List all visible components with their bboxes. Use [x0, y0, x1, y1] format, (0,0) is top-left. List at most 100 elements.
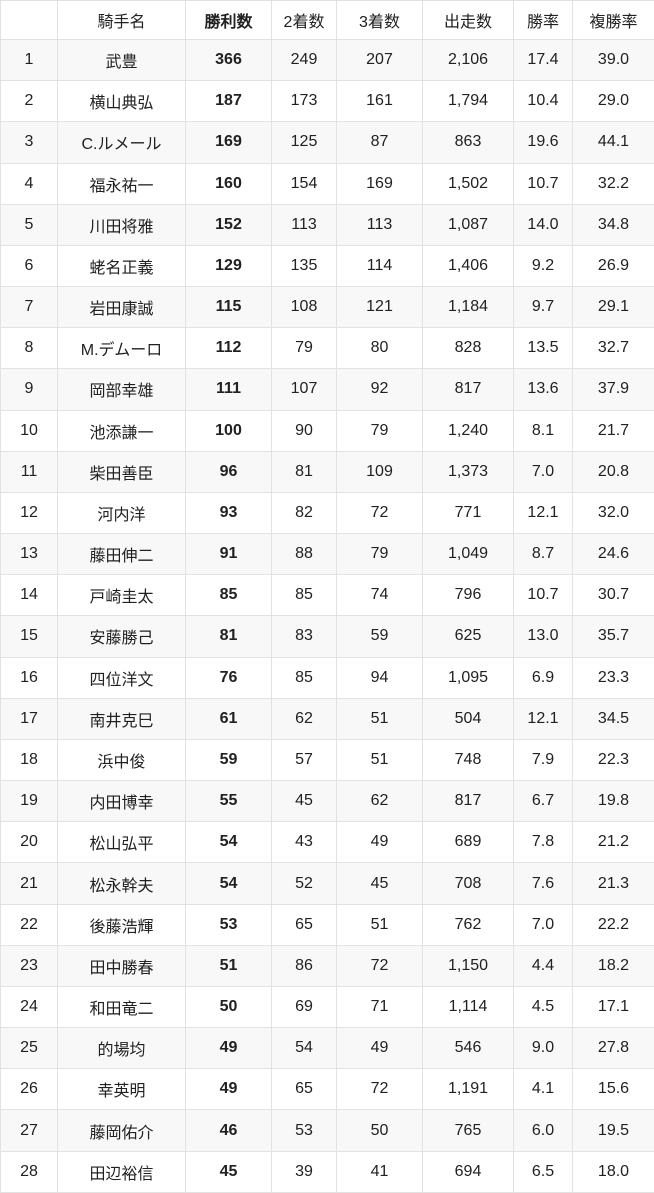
third_places-cell: 62 [337, 781, 423, 822]
win_rate-cell: 7.9 [514, 739, 573, 780]
starts-cell: 863 [423, 122, 514, 163]
wins-cell: 61 [186, 698, 272, 739]
third_places-cell: 51 [337, 698, 423, 739]
place_rate-cell: 17.1 [573, 986, 654, 1027]
starts-cell: 1,794 [423, 81, 514, 122]
win_rate-cell: 6.5 [514, 1151, 573, 1192]
win_rate-cell: 4.5 [514, 986, 573, 1027]
win_rate-cell: 10.7 [514, 575, 573, 616]
place_rate-cell: 20.8 [573, 451, 654, 492]
win_rate-cell: 10.7 [514, 163, 573, 204]
second_places-cell: 113 [272, 204, 337, 245]
wins-cell: 81 [186, 616, 272, 657]
second_places-cell: 81 [272, 451, 337, 492]
wins-cell: 187 [186, 81, 272, 122]
column-header-place_rate: 複勝率 [573, 1, 654, 40]
place_rate-cell: 21.7 [573, 410, 654, 451]
place_rate-cell: 22.2 [573, 904, 654, 945]
starts-cell: 546 [423, 1028, 514, 1069]
rank-cell: 4 [1, 163, 58, 204]
column-header-rank [1, 1, 58, 40]
win_rate-cell: 9.7 [514, 287, 573, 328]
second_places-cell: 125 [272, 122, 337, 163]
rank-cell: 17 [1, 698, 58, 739]
name-cell: 南井克巳 [58, 698, 186, 739]
win_rate-cell: 17.4 [514, 40, 573, 81]
rank-cell: 3 [1, 122, 58, 163]
place_rate-cell: 23.3 [573, 657, 654, 698]
place_rate-cell: 19.5 [573, 1110, 654, 1151]
name-cell: 藤岡佑介 [58, 1110, 186, 1151]
name-cell: 岡部幸雄 [58, 369, 186, 410]
second_places-cell: 249 [272, 40, 337, 81]
second_places-cell: 135 [272, 245, 337, 286]
starts-cell: 771 [423, 492, 514, 533]
rank-cell: 26 [1, 1069, 58, 1110]
win_rate-cell: 9.2 [514, 245, 573, 286]
name-cell: 川田将雅 [58, 204, 186, 245]
third_places-cell: 45 [337, 863, 423, 904]
win_rate-cell: 12.1 [514, 698, 573, 739]
rank-cell: 1 [1, 40, 58, 81]
name-cell: 福永祐一 [58, 163, 186, 204]
rank-cell: 6 [1, 245, 58, 286]
second_places-cell: 85 [272, 575, 337, 616]
second_places-cell: 69 [272, 986, 337, 1027]
rank-cell: 25 [1, 1028, 58, 1069]
rank-cell: 5 [1, 204, 58, 245]
column-header-win_rate: 勝率 [514, 1, 573, 40]
name-cell: 武豊 [58, 40, 186, 81]
win_rate-cell: 7.8 [514, 822, 573, 863]
third_places-cell: 79 [337, 534, 423, 575]
starts-cell: 1,191 [423, 1069, 514, 1110]
rank-cell: 23 [1, 945, 58, 986]
name-cell: 後藤浩輝 [58, 904, 186, 945]
starts-cell: 504 [423, 698, 514, 739]
rank-cell: 20 [1, 822, 58, 863]
starts-cell: 1,095 [423, 657, 514, 698]
win_rate-cell: 6.7 [514, 781, 573, 822]
rank-cell: 24 [1, 986, 58, 1027]
wins-cell: 59 [186, 739, 272, 780]
second_places-cell: 43 [272, 822, 337, 863]
wins-cell: 111 [186, 369, 272, 410]
second_places-cell: 83 [272, 616, 337, 657]
wins-cell: 160 [186, 163, 272, 204]
starts-cell: 762 [423, 904, 514, 945]
starts-cell: 1,184 [423, 287, 514, 328]
win_rate-cell: 12.1 [514, 492, 573, 533]
win_rate-cell: 4.1 [514, 1069, 573, 1110]
name-cell: 安藤勝己 [58, 616, 186, 657]
place_rate-cell: 21.2 [573, 822, 654, 863]
win_rate-cell: 6.0 [514, 1110, 573, 1151]
starts-cell: 1,240 [423, 410, 514, 451]
third_places-cell: 161 [337, 81, 423, 122]
second_places-cell: 45 [272, 781, 337, 822]
wins-cell: 100 [186, 410, 272, 451]
place_rate-cell: 29.0 [573, 81, 654, 122]
wins-cell: 96 [186, 451, 272, 492]
third_places-cell: 109 [337, 451, 423, 492]
second_places-cell: 85 [272, 657, 337, 698]
starts-cell: 1,373 [423, 451, 514, 492]
starts-cell: 817 [423, 781, 514, 822]
win_rate-cell: 8.1 [514, 410, 573, 451]
rank-cell: 9 [1, 369, 58, 410]
name-cell: 田辺裕信 [58, 1151, 186, 1192]
rank-cell: 21 [1, 863, 58, 904]
win_rate-cell: 8.7 [514, 534, 573, 575]
